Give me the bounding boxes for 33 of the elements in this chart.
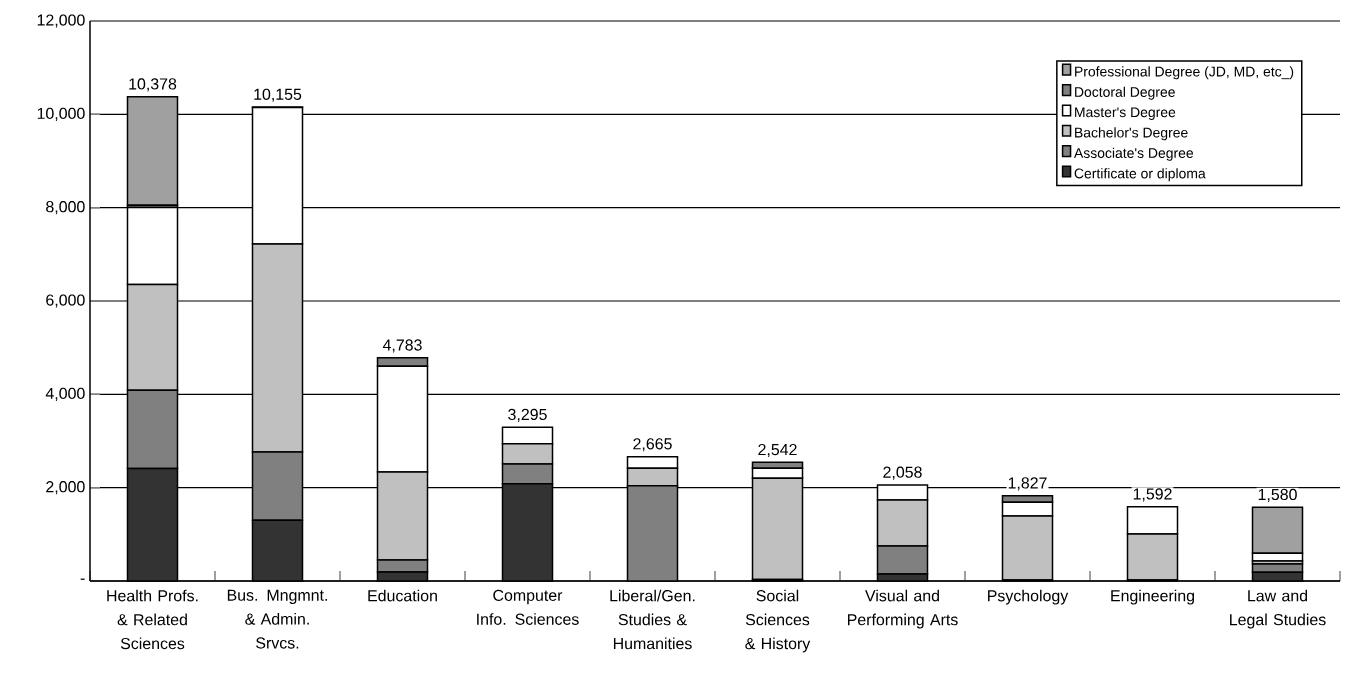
- x-tick-label: Health Profs. & Related Sciences: [107, 589, 198, 650]
- legend-label: Bachelor's Degree: [1075, 127, 1188, 141]
- y-tick-label: 6,000: [46, 294, 85, 308]
- total-label: 2,058: [883, 466, 922, 480]
- total-label: 2,665: [633, 438, 672, 452]
- total-label: 1,827: [1008, 477, 1047, 491]
- total-label: 2,542: [758, 443, 797, 458]
- x-tick-label: Visual and Performing Arts: [848, 589, 958, 629]
- legend-label: Doctoral Degree: [1075, 86, 1175, 100]
- total-label: 10,378: [129, 78, 177, 92]
- x-tick-label: Law and Legal Studies: [1230, 589, 1326, 629]
- total-label: 10,155: [254, 88, 302, 102]
- total-label: 1,592: [1133, 488, 1172, 502]
- x-tick-label: Psychology: [988, 589, 1069, 605]
- total-label: 4,783: [382, 339, 422, 353]
- y-tick-label: 2,000: [46, 481, 85, 495]
- y-tick-label: 4,000: [45, 387, 85, 401]
- total-label: 1,580: [1258, 488, 1297, 502]
- x-tick-label: Social Sciences & History: [745, 589, 811, 653]
- legend-label: Associate's Degree: [1073, 147, 1194, 161]
- x-tick-label: Computer Info. Sciences: [477, 589, 579, 625]
- y-tick-label: 10,000: [37, 107, 85, 121]
- x-tick-label: Bus. Mngmnt. & Admin. Srvcs.: [227, 589, 327, 649]
- x-tick-label: Liberal/Gen. Studies & Humanities: [610, 589, 695, 650]
- y-tick-label: 12,000: [37, 14, 85, 28]
- total-label: 3,295: [508, 408, 547, 422]
- y-tick-label: -: [80, 578, 85, 580]
- legend-label: Master's Degree: [1075, 107, 1176, 120]
- x-tick-label: Education: [368, 589, 437, 602]
- y-tick-label: 8,000: [46, 201, 85, 215]
- legend-label: Professional Degree (JD, MD, etc_): [1075, 66, 1294, 80]
- legend-label: Certificate or diploma: [1074, 168, 1206, 182]
- x-tick-label: Engineering: [1111, 589, 1194, 605]
